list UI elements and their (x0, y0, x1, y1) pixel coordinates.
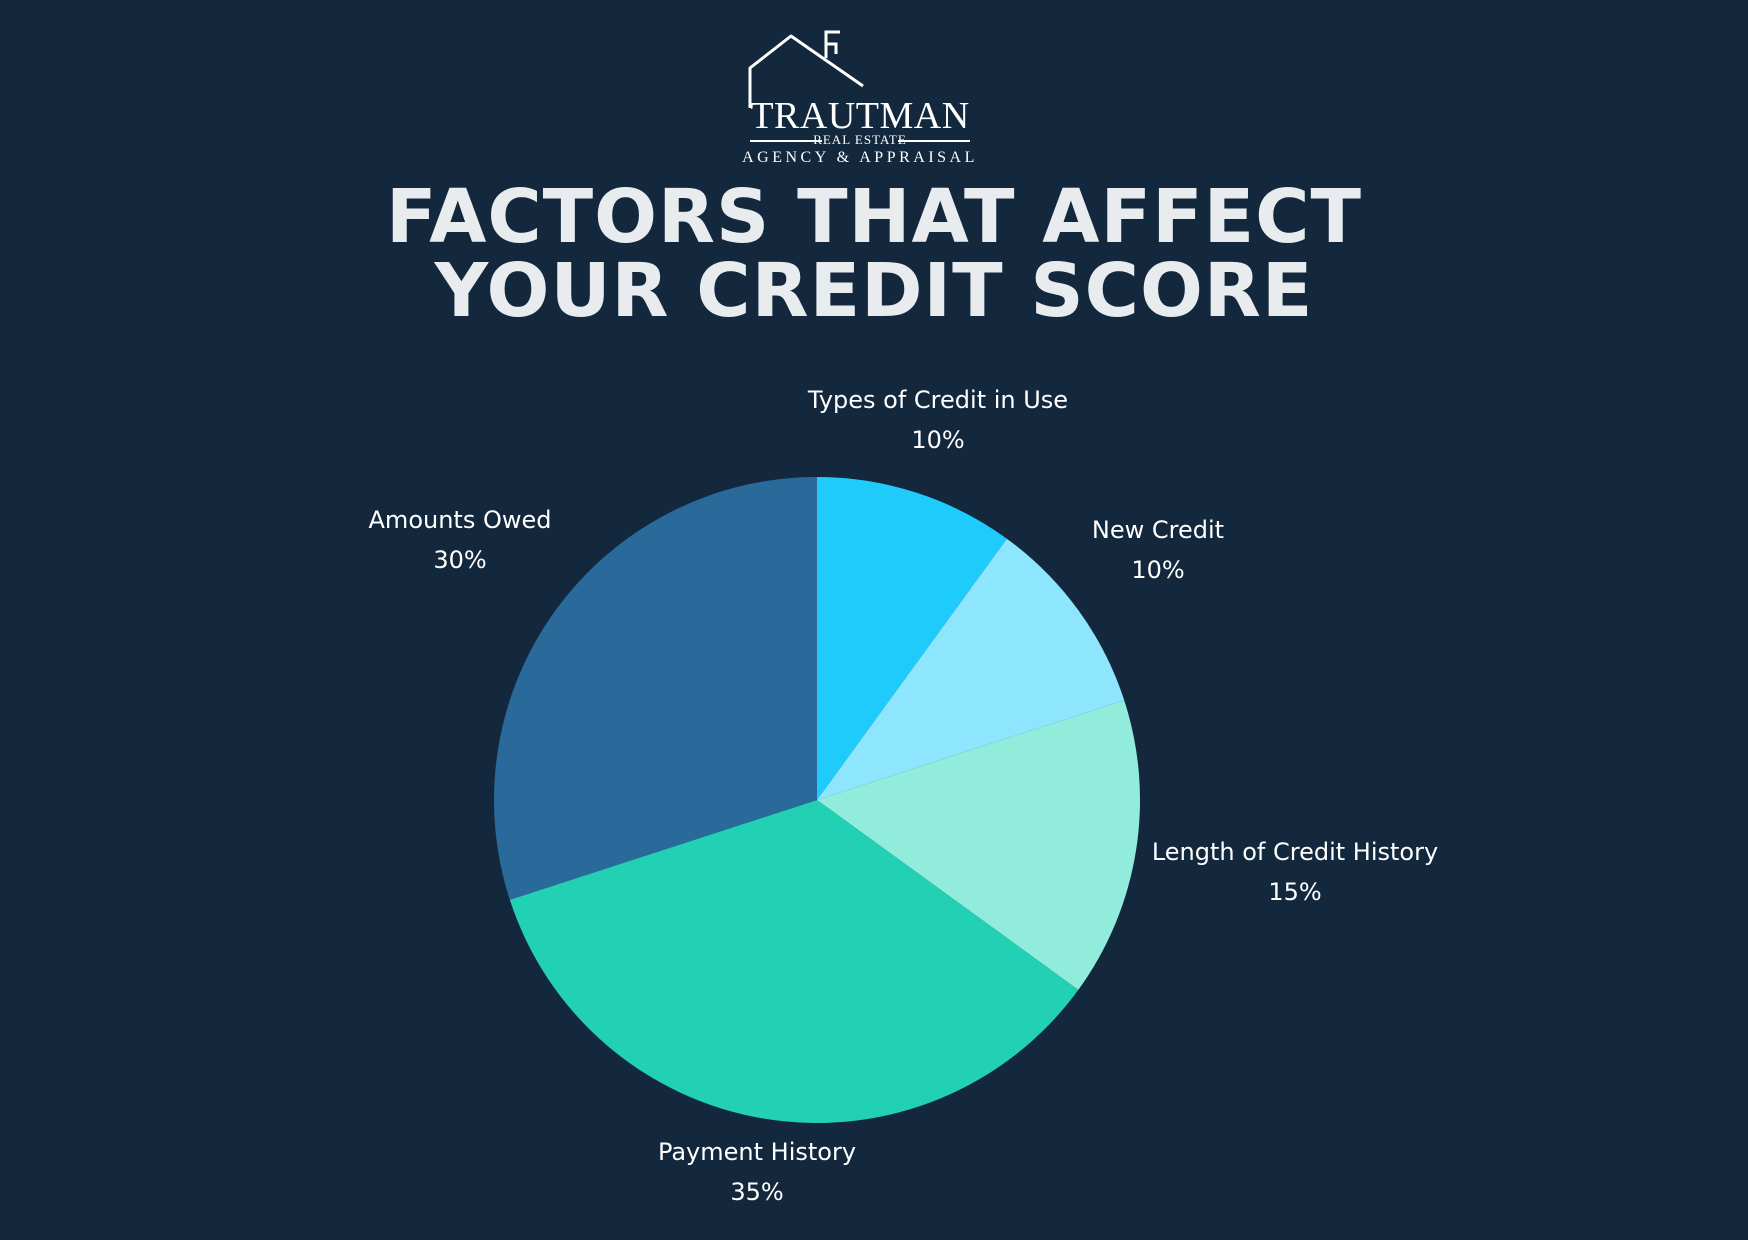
slice-label: Types of Credit in Use (807, 386, 1068, 414)
house-icon (748, 30, 864, 108)
pie-slice-new-credit (817, 538, 1125, 800)
slice-label: Payment History (658, 1138, 856, 1166)
pie-slice-length-of-credit-history (817, 700, 1140, 990)
logo-divider-left (750, 140, 822, 142)
slice-label: Length of Credit History (1152, 838, 1438, 866)
page-title-line-2: YOUR CREDIT SCORE (434, 248, 1314, 334)
slice-value-label: 10% (1131, 556, 1184, 584)
slice-value-label: 10% (911, 426, 964, 454)
page-title-line-1: FACTORS THAT AFFECT (386, 174, 1362, 260)
slice-value-label: 30% (433, 546, 486, 574)
slice-label: New Credit (1092, 516, 1224, 544)
pie-slice-amounts-owed (494, 477, 817, 900)
logo-tagline: AGENCY & APPRAISAL (742, 149, 978, 166)
company-logo: TRAUTMAN REAL ESTATE AGENCY & APPRAISAL (740, 28, 1000, 178)
logo-subtitle: REAL ESTATE (813, 132, 907, 147)
logo-divider-right (898, 140, 970, 142)
pie-slice-payment-history (509, 800, 1079, 1123)
pie-slice-types-of-credit-in-use (817, 477, 1007, 800)
slice-label: Amounts Owed (369, 506, 552, 534)
page-title: FACTORS THAT AFFECT YOUR CREDIT SCORE (0, 180, 1748, 328)
logo-brand-name: TRAUTMAN (750, 95, 970, 137)
slice-value-label: 35% (730, 1178, 783, 1206)
slice-value-label: 15% (1268, 878, 1321, 906)
